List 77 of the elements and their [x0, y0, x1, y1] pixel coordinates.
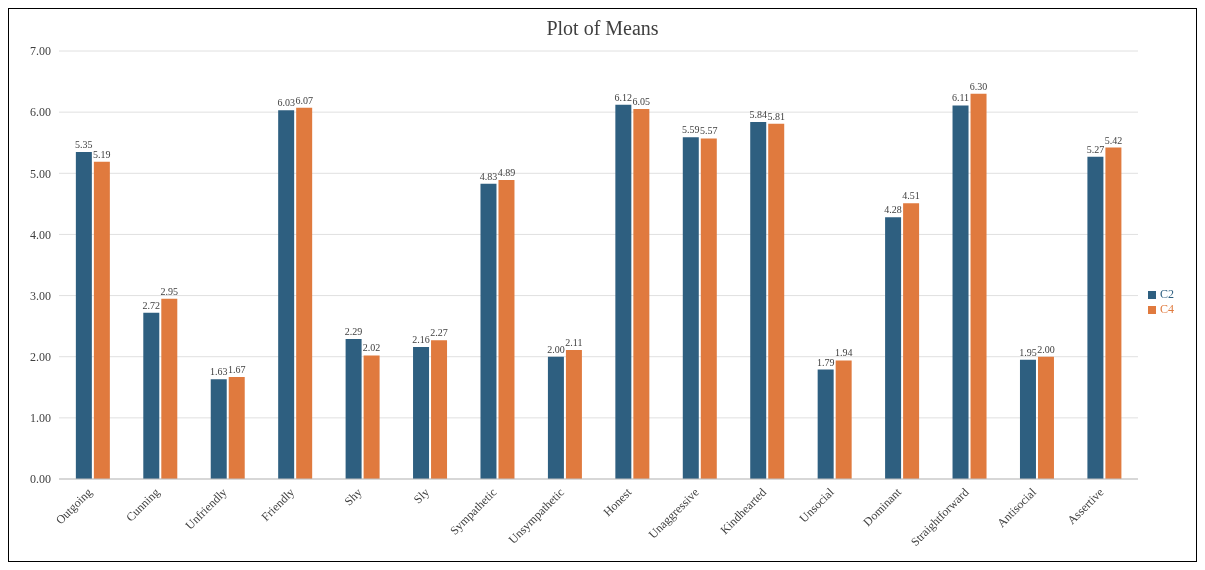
- y-tick-label: 4.00: [30, 227, 51, 242]
- data-label: 4.83: [479, 170, 498, 182]
- data-label: 6.30: [969, 80, 988, 92]
- bar: [75, 151, 92, 479]
- bar: [363, 355, 380, 479]
- bar: [498, 180, 515, 479]
- data-label: 2.27: [430, 327, 448, 339]
- data-label: 5.42: [1104, 134, 1123, 146]
- chart-title: Plot of Means: [545, 16, 660, 41]
- bar: [768, 123, 785, 479]
- y-tick-label: 7.00: [30, 44, 51, 59]
- data-label: 5.81: [767, 110, 785, 122]
- data-label: 2.95: [160, 285, 179, 297]
- data-label: 6.05: [632, 96, 651, 108]
- data-label: 4.51: [902, 190, 920, 202]
- bar: [296, 107, 313, 479]
- bar: [143, 312, 160, 479]
- bar: [1087, 156, 1104, 479]
- data-label: 4.28: [884, 204, 902, 216]
- bar: [952, 105, 969, 479]
- bar: [480, 183, 497, 479]
- data-label: 6.07: [295, 94, 313, 106]
- data-label: 6.12: [614, 91, 633, 103]
- bar: [565, 349, 582, 479]
- data-label: 5.57: [700, 125, 718, 137]
- bar: [93, 161, 110, 479]
- bar: [413, 346, 430, 479]
- x-tick-label: Sly: [410, 485, 433, 507]
- bar: [210, 379, 227, 479]
- data-label: 6.03: [277, 97, 295, 109]
- bar: [903, 203, 920, 479]
- y-tick-label: 3.00: [30, 288, 51, 303]
- data-label: 2.16: [412, 333, 430, 345]
- legend-label: C4: [1159, 302, 1174, 316]
- bar: [682, 137, 699, 479]
- y-tick-label: 0.00: [30, 472, 51, 487]
- data-label: 6.11: [951, 92, 970, 104]
- data-label: 1.79: [816, 356, 835, 368]
- data-label: 2.00: [1037, 343, 1055, 355]
- bar: [228, 376, 245, 479]
- data-label: 2.72: [142, 299, 161, 311]
- data-label: 2.29: [344, 325, 363, 337]
- bar: [161, 298, 178, 479]
- bar: [885, 217, 902, 479]
- data-label: 5.19: [93, 148, 111, 160]
- data-label: 4.89: [497, 167, 516, 179]
- bar: [633, 109, 650, 479]
- bar: [345, 338, 362, 479]
- bar: [700, 138, 717, 479]
- bar: [1019, 359, 1036, 479]
- data-label: 1.63: [209, 366, 228, 378]
- bar: [970, 93, 987, 479]
- data-label: 5.84: [749, 108, 767, 120]
- y-tick-label: 6.00: [30, 105, 51, 120]
- data-label: 5.35: [75, 138, 93, 150]
- bar: [835, 360, 852, 479]
- y-tick-label: 1.00: [30, 411, 51, 426]
- bar: [817, 369, 834, 479]
- legend-label: C2: [1159, 287, 1174, 301]
- data-label: 5.27: [1086, 143, 1105, 155]
- data-label: 1.95: [1019, 346, 1037, 358]
- bar: [1037, 356, 1054, 479]
- data-label: 2.11: [565, 336, 583, 348]
- bar: [615, 104, 632, 479]
- data-label: 5.59: [682, 124, 700, 136]
- bar: [1105, 147, 1122, 479]
- data-label: 2.00: [547, 343, 565, 355]
- bar: [750, 121, 767, 479]
- data-label: 1.94: [834, 347, 853, 359]
- bar: [431, 340, 448, 479]
- data-label: 2.02: [362, 342, 381, 354]
- y-tick-label: 5.00: [30, 166, 51, 181]
- y-tick-label: 2.00: [30, 349, 51, 364]
- x-tick-label: Shy: [341, 485, 365, 509]
- data-label: 1.67: [227, 363, 246, 375]
- bar: [278, 110, 295, 479]
- bar: [547, 356, 564, 479]
